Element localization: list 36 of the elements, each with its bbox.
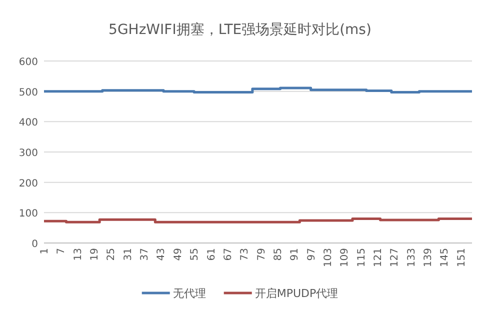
y-tick-label: 500: [18, 87, 38, 98]
x-tick-label: 151: [456, 248, 468, 268]
x-tick-label: 97: [306, 248, 318, 261]
x-tick-label: 133: [406, 248, 418, 268]
title: 5GHzWIFI拥塞，LTE强场景延时对比(ms): [108, 22, 372, 38]
x-tick-label: 7: [56, 248, 68, 254]
y-tick-label: 400: [18, 118, 38, 129]
x-tick-label: 115: [356, 248, 368, 268]
x-tick-label: 91: [290, 248, 301, 261]
x-tick-label: 37: [140, 248, 151, 261]
x-tick-label: 31: [122, 248, 134, 261]
x-tick-label: 85: [272, 248, 284, 261]
x-tick-label: 139: [423, 248, 434, 268]
y-tick-label: 300: [18, 148, 38, 159]
x-tick-label: 55: [190, 248, 201, 261]
x-tick-label: 49: [172, 248, 184, 261]
x-tick-label: 13: [72, 248, 84, 261]
legend-label: 开启MPUDP代理: [254, 287, 338, 300]
y-tick-label: 200: [18, 178, 38, 190]
x-tick-label: 1: [40, 248, 50, 254]
x-tick-label: 127: [390, 248, 401, 268]
x-tick-label: 25: [106, 248, 118, 261]
x-tick-label: 109: [340, 248, 351, 268]
x-tick-label: 73: [240, 248, 251, 261]
x-tick-label: 19: [90, 248, 101, 261]
x-tick-label: 43: [156, 248, 168, 261]
x-tick-label: 121: [373, 248, 384, 268]
legend-label: 无代理: [172, 287, 206, 300]
y-tick-label: 600: [18, 57, 38, 68]
x-tick-label: 61: [206, 248, 218, 261]
x-tick-label: 67: [222, 248, 234, 261]
y-tick-label: 0: [32, 239, 38, 250]
x-tick-label: 103: [322, 248, 334, 268]
x-tick-label: 145: [440, 248, 451, 268]
y-tick-label: 100: [18, 208, 38, 220]
x-tick-label: 79: [256, 248, 268, 261]
